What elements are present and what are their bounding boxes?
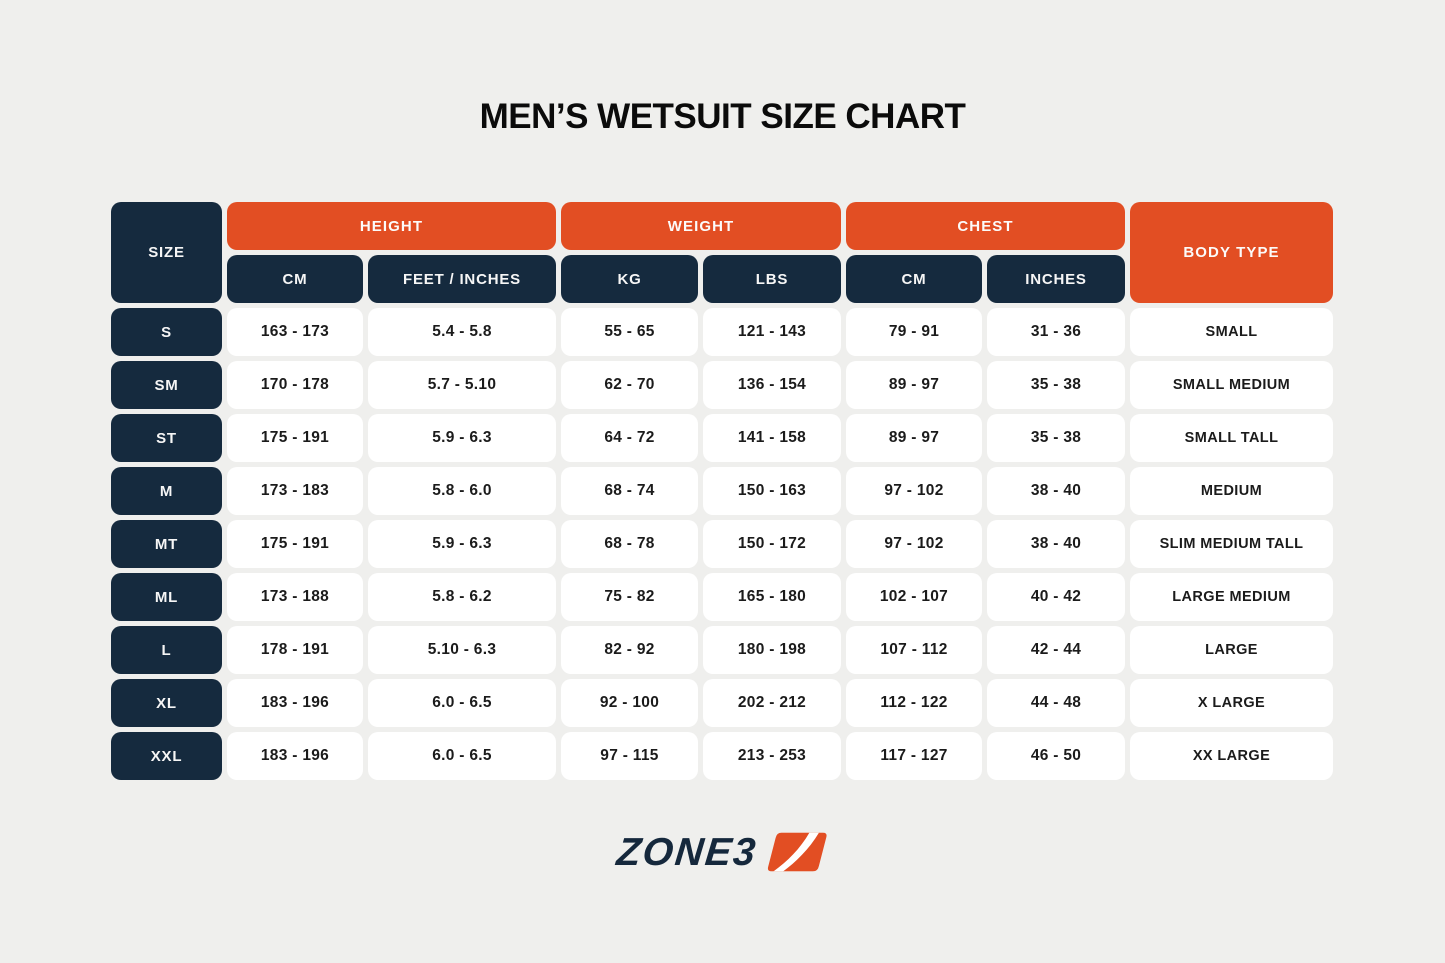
weight-lbs-cell: 141 - 158	[703, 414, 841, 462]
weight-lbs-cell: 180 - 198	[703, 626, 841, 674]
weight-kg-cell: 68 - 78	[561, 520, 698, 568]
weight-lbs-cell: 213 - 253	[703, 732, 841, 780]
body-type-cell: SMALL TALL	[1130, 414, 1333, 462]
body-type-cell: X LARGE	[1130, 679, 1333, 727]
subheader-height-feet-inches: FEET / INCHES	[368, 255, 556, 303]
body-type-cell: SMALL MEDIUM	[1130, 361, 1333, 409]
weight-kg-cell: 97 - 115	[561, 732, 698, 780]
chest-in-cell: 35 - 38	[987, 414, 1125, 462]
weight-kg-cell: 64 - 72	[561, 414, 698, 462]
height-ftin-cell: 6.0 - 6.5	[368, 679, 556, 727]
body-type-cell: SMALL	[1130, 308, 1333, 356]
chest-cm-cell: 97 - 102	[846, 520, 982, 568]
page-title: MEN’S WETSUIT SIZE CHART	[479, 97, 966, 136]
size-cell: M	[111, 467, 222, 515]
subheader-chest-cm: CM	[846, 255, 982, 303]
height-cm-cell: 183 - 196	[227, 732, 363, 780]
height-ftin-cell: 5.9 - 6.3	[368, 520, 556, 568]
chest-in-cell: 42 - 44	[987, 626, 1125, 674]
height-ftin-cell: 5.8 - 6.0	[368, 467, 556, 515]
weight-lbs-cell: 150 - 172	[703, 520, 841, 568]
chest-cm-cell: 79 - 91	[846, 308, 982, 356]
height-cm-cell: 173 - 188	[227, 573, 363, 621]
weight-lbs-cell: 121 - 143	[703, 308, 841, 356]
chest-cm-cell: 89 - 97	[846, 414, 982, 462]
chest-in-cell: 35 - 38	[987, 361, 1125, 409]
height-cm-cell: 175 - 191	[227, 520, 363, 568]
weight-kg-cell: 92 - 100	[561, 679, 698, 727]
size-cell: ST	[111, 414, 222, 462]
height-cm-cell: 170 - 178	[227, 361, 363, 409]
chest-cm-cell: 89 - 97	[846, 361, 982, 409]
body-type-cell: SLIM MEDIUM TALL	[1130, 520, 1333, 568]
weight-kg-cell: 62 - 70	[561, 361, 698, 409]
subheader-height-cm: CM	[227, 255, 363, 303]
subheader-weight-kg: KG	[561, 255, 698, 303]
chest-cm-cell: 112 - 122	[846, 679, 982, 727]
height-ftin-cell: 6.0 - 6.5	[368, 732, 556, 780]
header-size: SIZE	[111, 202, 222, 303]
height-ftin-cell: 5.4 - 5.8	[368, 308, 556, 356]
chest-cm-cell: 107 - 112	[846, 626, 982, 674]
size-cell: MT	[111, 520, 222, 568]
height-cm-cell: 173 - 183	[227, 467, 363, 515]
chest-cm-cell: 97 - 102	[846, 467, 982, 515]
chest-in-cell: 38 - 40	[987, 520, 1125, 568]
header-body-type: BODY TYPE	[1130, 202, 1333, 303]
weight-lbs-cell: 165 - 180	[703, 573, 841, 621]
size-cell: SM	[111, 361, 222, 409]
body-type-cell: MEDIUM	[1130, 467, 1333, 515]
weight-lbs-cell: 202 - 212	[703, 679, 841, 727]
chest-in-cell: 38 - 40	[987, 467, 1125, 515]
chest-in-cell: 40 - 42	[987, 573, 1125, 621]
subheader-chest-inches: INCHES	[987, 255, 1125, 303]
height-cm-cell: 175 - 191	[227, 414, 363, 462]
size-cell: L	[111, 626, 222, 674]
weight-lbs-cell: 136 - 154	[703, 361, 841, 409]
weight-lbs-cell: 150 - 163	[703, 467, 841, 515]
chest-cm-cell: 102 - 107	[846, 573, 982, 621]
brand-footer: ZONE3	[0, 830, 1445, 874]
size-chart-table: SIZE HEIGHT WEIGHT CHEST BODY TYPE CM FE…	[111, 202, 1333, 780]
chest-in-cell: 44 - 48	[987, 679, 1125, 727]
height-ftin-cell: 5.9 - 6.3	[368, 414, 556, 462]
height-cm-cell: 163 - 173	[227, 308, 363, 356]
height-ftin-cell: 5.8 - 6.2	[368, 573, 556, 621]
weight-kg-cell: 75 - 82	[561, 573, 698, 621]
size-cell: XL	[111, 679, 222, 727]
subheader-weight-lbs: LBS	[703, 255, 841, 303]
height-cm-cell: 178 - 191	[227, 626, 363, 674]
body-type-cell: LARGE MEDIUM	[1130, 573, 1333, 621]
header-group-weight: WEIGHT	[561, 202, 841, 250]
size-cell: XXL	[111, 732, 222, 780]
header-group-height: HEIGHT	[227, 202, 556, 250]
header-group-chest: CHEST	[846, 202, 1125, 250]
body-type-cell: XX LARGE	[1130, 732, 1333, 780]
chest-in-cell: 31 - 36	[987, 308, 1125, 356]
weight-kg-cell: 82 - 92	[561, 626, 698, 674]
zone3-wordmark: ZONE3	[614, 830, 760, 874]
size-cell: ML	[111, 573, 222, 621]
body-type-cell: LARGE	[1130, 626, 1333, 674]
weight-kg-cell: 68 - 74	[561, 467, 698, 515]
height-ftin-cell: 5.7 - 5.10	[368, 361, 556, 409]
height-cm-cell: 183 - 196	[227, 679, 363, 727]
chest-in-cell: 46 - 50	[987, 732, 1125, 780]
size-cell: S	[111, 308, 222, 356]
zone3-flag-icon	[767, 832, 827, 872]
height-ftin-cell: 5.10 - 6.3	[368, 626, 556, 674]
weight-kg-cell: 55 - 65	[561, 308, 698, 356]
chest-cm-cell: 117 - 127	[846, 732, 982, 780]
